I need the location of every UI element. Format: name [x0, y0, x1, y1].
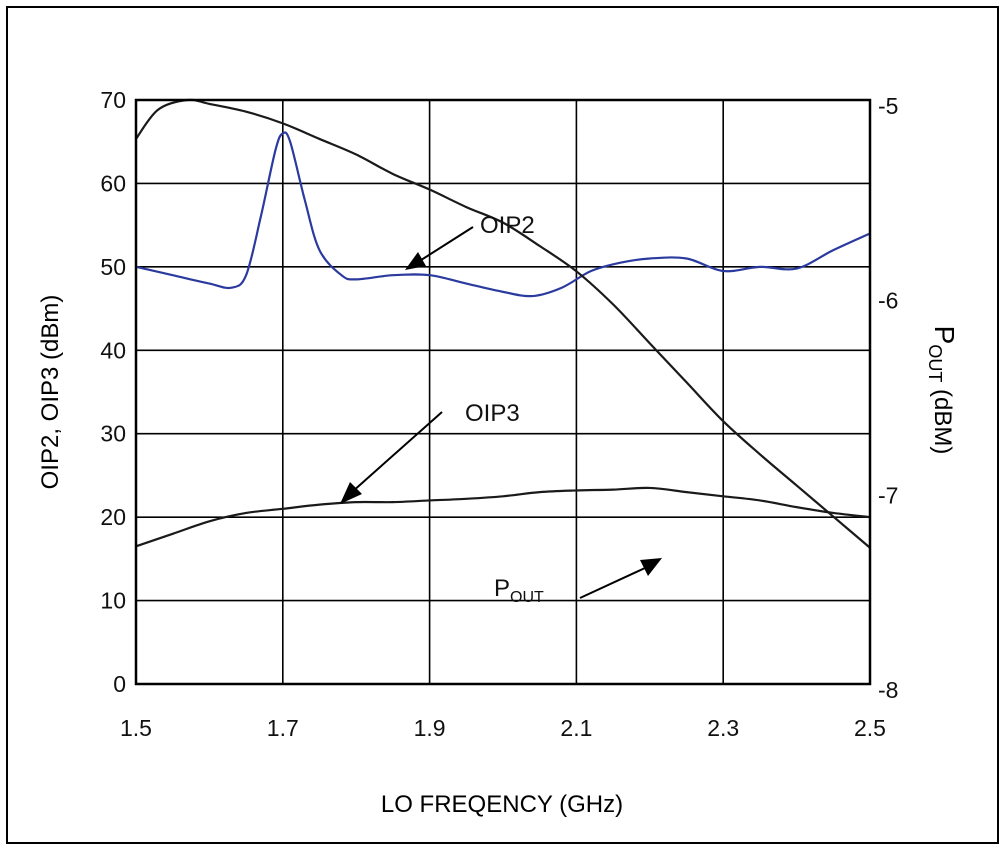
- annotation-oip3-leader: [351, 411, 443, 493]
- left-y-tick-label: 30: [100, 421, 126, 447]
- left-y-axis-title: OIP2, OIP3 (dBm): [37, 295, 64, 490]
- right-y-axis-title-unit: (dBM): [929, 382, 956, 454]
- annotation-pout: POUT: [494, 558, 662, 606]
- left-y-tick-label: 0: [113, 671, 126, 697]
- x-axis-title: LO FREQENCY (GHz): [381, 791, 623, 818]
- left-y-tick-label: 60: [100, 170, 126, 196]
- x-tick-label: 2.1: [560, 715, 592, 741]
- annotation-pout-label-main: P: [494, 575, 510, 602]
- x-tick-label: 1.5: [120, 715, 152, 741]
- annotation-oip2-arrowhead: [405, 252, 426, 270]
- annotation-pout-arrowhead: [640, 558, 662, 576]
- right-y-tick-label: -5: [878, 93, 898, 119]
- tick-labels: 1.5 1.7 1.9 2.1 2.3 2.5 0 10 20 30 40 50 60 70 -8 -7 -6 -…: [100, 87, 898, 741]
- x-tick-label: 1.9: [414, 715, 446, 741]
- x-tick-label: 2.3: [707, 715, 739, 741]
- plot-area-border: [134, 98, 872, 686]
- series-layer: [135, 98, 871, 549]
- left-y-tick-label: 50: [100, 254, 126, 280]
- annotation-oip2: OIP2: [405, 212, 535, 270]
- series-line-pout: [135, 98, 871, 549]
- left-y-tick-label: 70: [100, 87, 126, 113]
- left-y-tick-label: 10: [100, 588, 126, 614]
- right-y-axis-title: POUT (dBM): [925, 326, 960, 455]
- right-y-tick-label: -8: [878, 677, 898, 703]
- right-y-axis-title-sub: OUT: [925, 344, 945, 382]
- annotation-pout-label-sub: OUT: [510, 589, 544, 606]
- annotation-oip2-leader: [417, 226, 474, 263]
- left-y-tick-label: 40: [100, 337, 126, 363]
- annotation-pout-label: POUT: [494, 575, 544, 606]
- right-y-tick-label: -7: [878, 482, 898, 508]
- right-y-tick-label: -6: [878, 288, 898, 314]
- annotation-oip2-label: OIP2: [480, 212, 535, 239]
- annotation-pout-leader: [579, 567, 646, 599]
- left-y-tick-label: 20: [100, 504, 126, 530]
- right-y-axis-title-main: P: [929, 326, 960, 345]
- annotation-oip3-arrowhead: [340, 482, 362, 504]
- series-line-oip2: [135, 131, 871, 298]
- figure-frame: [6, 6, 999, 844]
- x-tick-label: 1.7: [267, 715, 299, 741]
- annotation-oip3-label: OIP3: [465, 400, 520, 427]
- x-tick-label: 2.5: [854, 715, 886, 741]
- annotation-oip3: OIP3: [340, 400, 520, 504]
- series-line-oip3: [135, 486, 871, 548]
